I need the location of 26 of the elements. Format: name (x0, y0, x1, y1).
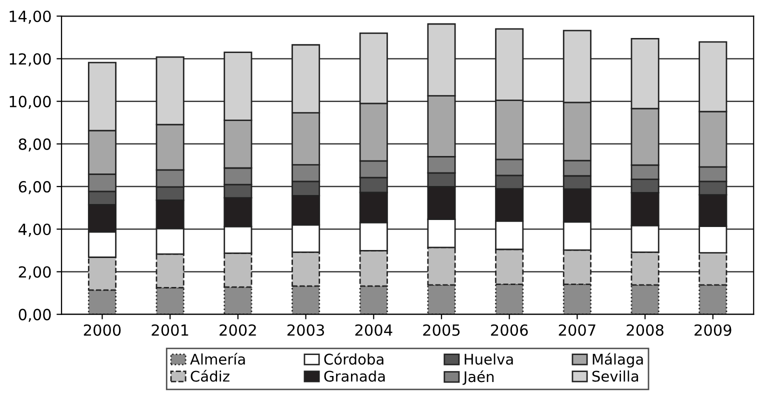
legend-label: Málaga (592, 352, 643, 368)
x-tick-label: 2001 (152, 324, 188, 336)
y-tick-label: 6,00 (18, 180, 51, 194)
x-tick-label: 2003 (287, 324, 324, 336)
legend-label: Almería (190, 352, 245, 365)
y-tick-label: 0,00 (18, 308, 51, 322)
x-tick-label: 2002 (220, 324, 256, 336)
x-tick-label: 2007 (558, 324, 596, 336)
y-tick-label: 8,00 (18, 138, 51, 152)
legend-label: Sevilla (592, 370, 638, 382)
x-tick-label: 2006 (491, 324, 528, 336)
legend-label: Jaén (462, 370, 494, 385)
y-tick-label: 4,00 (18, 224, 51, 237)
y-tick-label: 2,00 (18, 266, 51, 280)
legend-label: Córdoba (324, 352, 384, 365)
y-tick-label: 14,00 (10, 10, 51, 24)
x-tick-label: 2009 (694, 324, 732, 336)
y-tick-label: 10,00 (10, 96, 51, 109)
x-tick-label: 2000 (84, 324, 121, 336)
x-tick-label: 2004 (355, 324, 392, 336)
y-tick-label: 12,00 (10, 53, 51, 66)
legend-label: Cádiz (190, 370, 230, 382)
x-tick-label: 2008 (626, 324, 664, 336)
x-tick-label: 2005 (423, 324, 460, 336)
legend-label: Granada (324, 370, 385, 382)
legend-label: Huelva (464, 353, 513, 365)
